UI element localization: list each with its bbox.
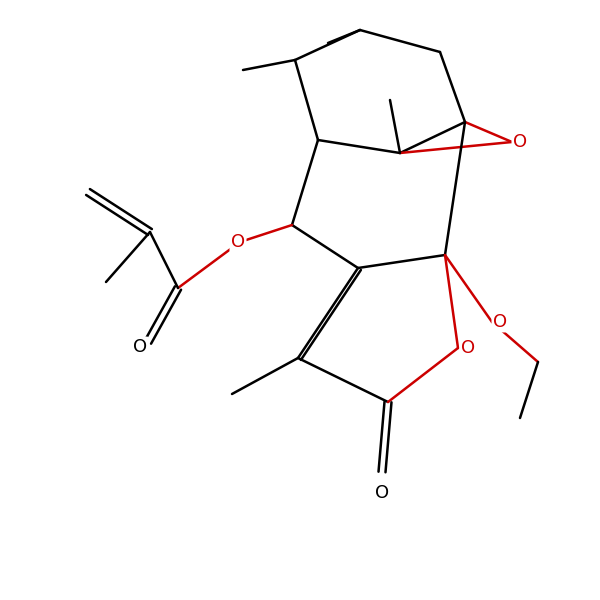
Text: O: O [493,313,507,331]
Text: O: O [513,133,527,151]
Text: O: O [231,233,245,251]
Text: O: O [461,339,475,357]
Text: O: O [133,338,147,356]
Text: O: O [375,484,389,502]
